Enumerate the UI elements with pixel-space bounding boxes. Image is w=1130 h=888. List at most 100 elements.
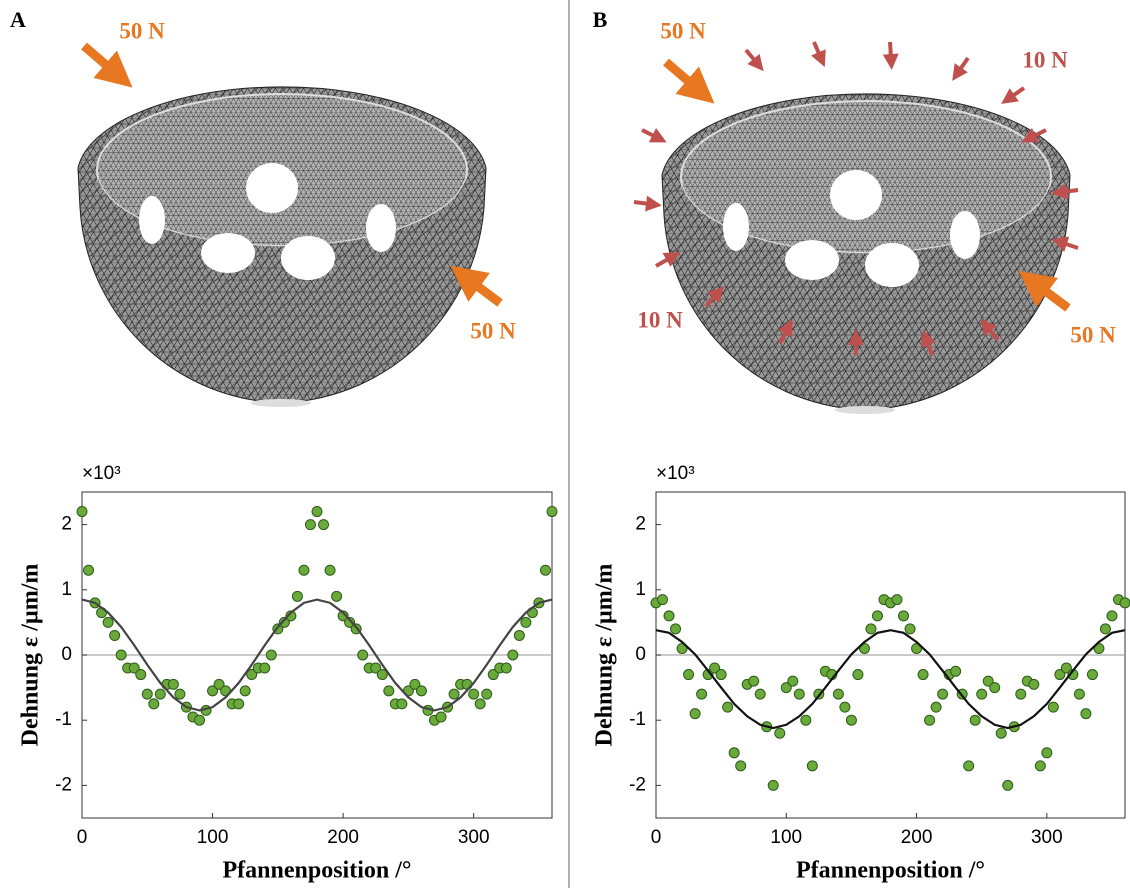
data-point xyxy=(865,623,877,635)
data-point xyxy=(337,610,349,622)
x-tick-label: 300 xyxy=(458,827,490,848)
y-multiplier: ×10³ xyxy=(82,463,121,484)
force-label: 50 N xyxy=(1070,322,1116,347)
data-point xyxy=(767,779,779,791)
data-point xyxy=(904,623,916,635)
data-point xyxy=(657,594,669,606)
data-point xyxy=(487,669,499,681)
data-point xyxy=(683,669,695,681)
data-point xyxy=(435,711,447,723)
force-label: 50 N xyxy=(119,18,165,43)
data-point xyxy=(748,675,760,687)
data-point xyxy=(1093,642,1105,654)
data-point xyxy=(1099,623,1111,635)
data-point xyxy=(937,688,949,700)
data-point xyxy=(474,698,486,710)
x-tick-label: 200 xyxy=(901,827,933,848)
data-point xyxy=(507,649,519,661)
data-point xyxy=(409,678,421,690)
data-point xyxy=(891,594,903,606)
data-point xyxy=(102,616,114,628)
x-axis-label: Pfannenposition /° xyxy=(796,858,985,884)
data-point xyxy=(376,669,388,681)
data-point xyxy=(898,610,910,622)
force-label: 50 N xyxy=(660,18,706,43)
data-point xyxy=(291,590,303,602)
data-point xyxy=(278,616,290,628)
data-point xyxy=(839,701,851,713)
data-point xyxy=(806,760,818,772)
data-point xyxy=(924,714,936,726)
data-point xyxy=(128,662,140,674)
force-arrows xyxy=(81,42,1071,312)
data-point xyxy=(500,662,512,674)
y-tick-label: 0 xyxy=(635,644,646,665)
data-point xyxy=(259,662,271,674)
data-point xyxy=(265,649,277,661)
data-point xyxy=(520,616,532,628)
data-point xyxy=(481,688,493,700)
panel-label: A xyxy=(10,7,26,32)
data-point xyxy=(167,678,179,690)
data-point xyxy=(832,688,844,700)
x-tick-label: 0 xyxy=(651,827,662,848)
data-point xyxy=(1060,662,1072,674)
data-point xyxy=(331,590,343,602)
data-point xyxy=(989,682,1001,694)
data-point xyxy=(969,714,981,726)
data-point xyxy=(135,669,147,681)
data-point xyxy=(930,701,942,713)
fit-line xyxy=(81,598,553,712)
x-tick-label: 100 xyxy=(770,827,802,848)
y-multiplier: ×10³ xyxy=(656,463,695,484)
data-point xyxy=(793,688,805,700)
data-point xyxy=(148,698,160,710)
data-point xyxy=(1119,597,1130,609)
data-point xyxy=(663,610,675,622)
y-tick-label: -2 xyxy=(55,774,72,795)
data-point xyxy=(963,760,975,772)
data-point xyxy=(911,642,923,654)
data-point xyxy=(246,669,258,681)
data-point xyxy=(285,610,297,622)
data-point xyxy=(109,629,121,641)
data-point xyxy=(415,685,427,697)
data-point xyxy=(800,714,812,726)
data-point xyxy=(311,506,323,518)
x-tick-label: 200 xyxy=(327,827,359,848)
data-point xyxy=(318,519,330,531)
mesh-image xyxy=(662,94,1070,414)
data-point xyxy=(950,665,962,677)
x-tick-label: 0 xyxy=(77,827,88,848)
data-point xyxy=(689,708,701,720)
data-point xyxy=(995,727,1007,739)
data-point xyxy=(174,688,186,700)
data-point xyxy=(304,519,316,531)
data-point xyxy=(1002,779,1014,791)
data-point xyxy=(982,675,994,687)
y-tick-label: 2 xyxy=(61,514,72,535)
data-point xyxy=(539,564,551,576)
data-point xyxy=(676,642,688,654)
y-tick-label: 1 xyxy=(61,579,72,600)
y-tick-label: 0 xyxy=(61,644,72,665)
data-point xyxy=(1047,701,1059,713)
data-point xyxy=(852,669,864,681)
mesh-image xyxy=(78,87,486,407)
data-point xyxy=(357,649,369,661)
data-point xyxy=(774,727,786,739)
data-point xyxy=(1054,669,1066,681)
data-point xyxy=(845,714,857,726)
data-point xyxy=(709,662,721,674)
y-tick-label: -1 xyxy=(629,709,646,730)
data-point xyxy=(141,688,153,700)
x-tick-label: 300 xyxy=(1031,827,1063,848)
data-point xyxy=(670,623,682,635)
data-point xyxy=(370,662,382,674)
data-point xyxy=(207,685,219,697)
data-point xyxy=(513,629,525,641)
data-point xyxy=(396,698,408,710)
data-point xyxy=(1034,760,1046,772)
data-point xyxy=(383,685,395,697)
